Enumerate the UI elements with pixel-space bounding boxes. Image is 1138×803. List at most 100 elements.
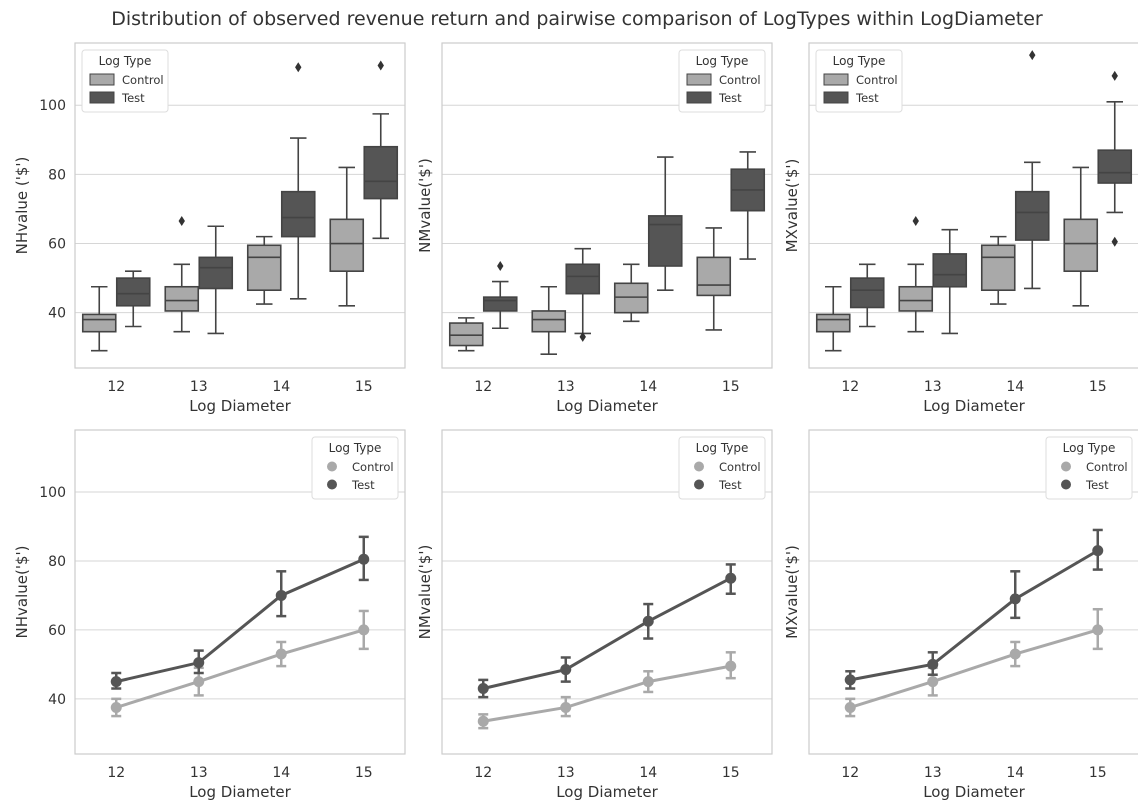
y-axis-label: NHvalue ('$') xyxy=(13,157,31,255)
y-tick-label: 80 xyxy=(48,554,66,570)
box-test xyxy=(1097,149,1133,184)
legend-label: Control xyxy=(352,460,394,474)
data-point-test xyxy=(275,589,287,601)
legend-marker-test xyxy=(327,479,337,490)
data-point-test xyxy=(560,664,572,676)
x-tick-label: 15 xyxy=(355,765,373,781)
legend-label: Control xyxy=(719,460,761,474)
legend-swatch-control xyxy=(89,73,115,86)
x-tick-label: 15 xyxy=(1089,379,1107,395)
plot-frame xyxy=(441,42,773,369)
box-control xyxy=(81,313,117,333)
box-control xyxy=(531,310,567,333)
legend: Log Type Control Test xyxy=(678,49,766,113)
x-axis-label: Log Diameter xyxy=(923,397,1025,415)
plot-frame xyxy=(74,429,406,755)
legend-label: Control xyxy=(1086,460,1128,474)
y-axis-label: NMvalue('$') xyxy=(416,545,434,640)
series-line-control xyxy=(849,628,1099,709)
data-point-control xyxy=(1009,648,1021,660)
legend-marker-test xyxy=(1061,479,1071,490)
series-line-test xyxy=(849,549,1099,682)
data-point-test xyxy=(1009,593,1021,605)
legend-label: Test xyxy=(121,91,145,105)
y-tick-label: 60 xyxy=(48,623,66,639)
x-tick-label: 15 xyxy=(355,379,373,395)
legend-swatch-control xyxy=(823,73,849,86)
x-tick-label: 13 xyxy=(924,379,942,395)
chart-panel-5: 12 13 14 15 Log Diameter NMvalue('$') Log Type… xyxy=(416,429,773,801)
series-line-control xyxy=(115,628,365,709)
data-point-test xyxy=(477,683,489,695)
box-control xyxy=(448,322,484,347)
y-tick-label: 100 xyxy=(39,485,66,501)
series-line-test xyxy=(482,576,732,690)
legend-title: Log Type xyxy=(696,441,749,455)
x-axis-label: Log Diameter xyxy=(189,783,291,801)
data-point-control xyxy=(1092,624,1104,636)
data-point-control xyxy=(560,701,572,713)
y-tick-label: 60 xyxy=(48,237,66,253)
x-tick-label: 12 xyxy=(841,379,859,395)
legend-title: Log Type xyxy=(329,441,382,455)
legend-label: Test xyxy=(855,91,879,105)
y-axis-label: MXvalue('$') xyxy=(783,159,801,253)
x-tick-label: 12 xyxy=(474,765,492,781)
box-test xyxy=(1014,190,1050,241)
y-tick-label: 40 xyxy=(48,306,66,322)
box-outlier xyxy=(1029,50,1036,61)
legend-label: Control xyxy=(122,73,164,87)
box-test xyxy=(363,145,399,200)
legend-label: Test xyxy=(351,478,375,492)
box-control xyxy=(246,244,282,292)
data-point-control xyxy=(642,676,654,688)
legend-title: Log Type xyxy=(1063,441,1116,455)
data-point-control xyxy=(358,624,370,636)
x-axis-label: Log Diameter xyxy=(189,397,291,415)
y-axis-label: NHvalue('$') xyxy=(13,546,31,639)
box-control xyxy=(898,285,934,312)
y-tick-label: 80 xyxy=(48,167,66,183)
legend-label: Test xyxy=(718,91,742,105)
y-axis-label: MXvalue('$') xyxy=(783,545,801,639)
plot-frame xyxy=(74,42,406,369)
x-tick-label: 15 xyxy=(722,379,740,395)
legend-title: Log Type xyxy=(696,54,749,68)
plot-frame xyxy=(441,429,773,755)
legend-swatch-test xyxy=(823,91,849,104)
x-tick-label: 12 xyxy=(107,379,125,395)
legend: Log Type Control Test xyxy=(815,49,903,113)
data-point-test xyxy=(642,615,654,627)
data-point-test xyxy=(927,658,939,670)
legend: Log Type Control Test xyxy=(678,436,766,500)
box-control xyxy=(613,282,649,314)
x-tick-label: 14 xyxy=(1006,765,1024,781)
box-test xyxy=(115,277,151,307)
legend: Log Type Control Test xyxy=(1045,436,1133,500)
box-test xyxy=(482,296,518,312)
data-point-control xyxy=(110,701,122,713)
data-point-test xyxy=(844,674,856,686)
box-test xyxy=(647,215,683,267)
x-tick-label: 13 xyxy=(557,765,575,781)
y-tick-label: 40 xyxy=(48,692,66,708)
chart-panel-4: 40 60 80 100 12 13 14 15 Log Diameter NHvalue('$'… xyxy=(13,429,406,801)
x-axis-label: Log Diameter xyxy=(556,397,658,415)
box-test xyxy=(280,190,316,238)
data-point-control xyxy=(725,660,737,672)
data-point-control xyxy=(927,676,939,688)
box-outlier xyxy=(295,62,302,73)
figure-title: Distribution of observed revenue return … xyxy=(111,8,1043,30)
box-test xyxy=(932,253,968,288)
plot-frame xyxy=(808,42,1138,369)
box-control xyxy=(1063,218,1099,272)
data-point-control xyxy=(193,676,205,688)
box-outlier xyxy=(1111,70,1118,81)
legend-swatch-test xyxy=(89,91,115,104)
data-point-test xyxy=(1092,545,1104,557)
x-tick-label: 13 xyxy=(924,765,942,781)
box-outlier xyxy=(912,216,919,227)
data-point-control xyxy=(275,648,287,660)
data-point-test xyxy=(358,553,370,565)
box-test xyxy=(198,256,234,290)
